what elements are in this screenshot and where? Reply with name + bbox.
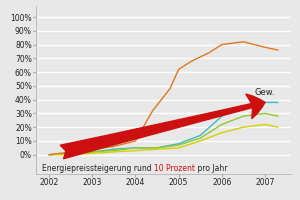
Text: Energiepreissteigerung rund: Energiepreissteigerung rund — [43, 164, 154, 173]
Text: pro Jahr: pro Jahr — [196, 164, 228, 173]
Text: Gew.: Gew. — [254, 88, 275, 97]
Text: 10 Prozent: 10 Prozent — [154, 164, 196, 173]
